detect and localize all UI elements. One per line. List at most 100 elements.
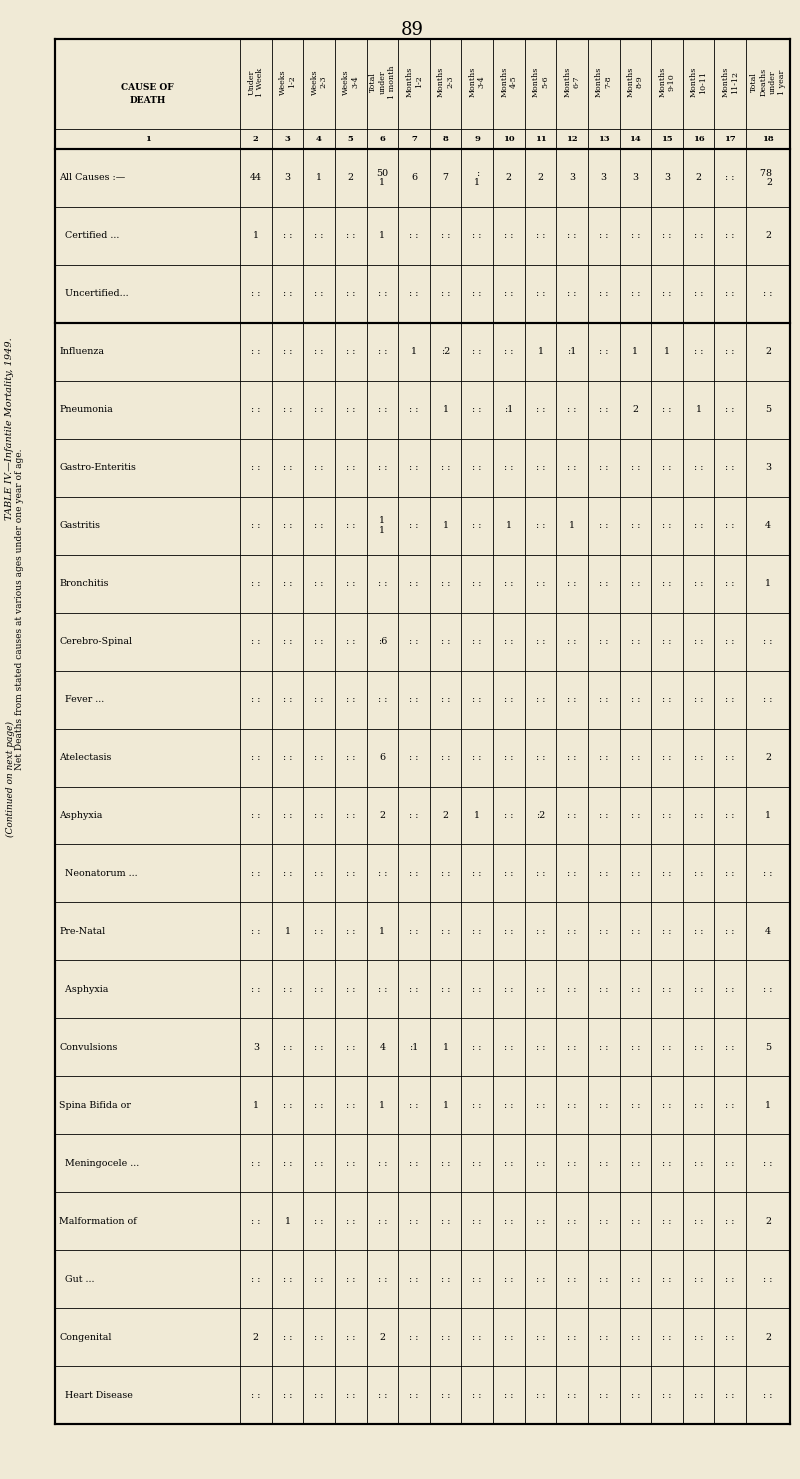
Text: 1: 1 — [285, 1217, 290, 1226]
Text: 2: 2 — [253, 1333, 259, 1341]
Text: Gastro-Enteritis: Gastro-Enteritis — [59, 463, 136, 472]
Text: : :: : : — [378, 985, 387, 994]
Text: 1: 1 — [632, 348, 638, 356]
Text: : :: : : — [694, 1390, 703, 1399]
Text: : :: : : — [409, 290, 418, 299]
Text: : :: : : — [694, 580, 703, 589]
Text: : :: : : — [378, 580, 387, 589]
Text: : :: : : — [630, 1275, 640, 1284]
Text: : :: : : — [282, 985, 292, 994]
Text: : :: : : — [662, 1043, 672, 1052]
Text: : :: : : — [763, 870, 773, 879]
Text: : :: : : — [282, 1275, 292, 1284]
Text: Gut ...: Gut ... — [59, 1275, 94, 1284]
Text: : :: : : — [409, 1217, 418, 1226]
Text: : :: : : — [282, 1333, 292, 1341]
Text: : :: : : — [441, 985, 450, 994]
Text: Months
4-5: Months 4-5 — [500, 67, 518, 98]
Text: TABLE IV.—Infantile Mortality, 1949.: TABLE IV.—Infantile Mortality, 1949. — [6, 337, 14, 521]
Text: : :: : : — [251, 1217, 261, 1226]
Text: : :: : : — [409, 1100, 418, 1109]
Text: Neonatorum ...: Neonatorum ... — [59, 870, 138, 879]
Text: 1: 1 — [379, 1100, 386, 1109]
Text: : :: : : — [694, 290, 703, 299]
Text: : :: : : — [504, 1390, 514, 1399]
Text: 4: 4 — [765, 521, 771, 529]
Text: : :: : : — [763, 637, 773, 646]
Text: : :: : : — [314, 1100, 324, 1109]
Text: : :: : : — [599, 405, 609, 414]
Text: : :: : : — [282, 637, 292, 646]
Text: : :: : : — [504, 985, 514, 994]
Text: : :: : : — [251, 1275, 261, 1284]
Text: Asphyxia: Asphyxia — [59, 810, 102, 819]
Text: : :: : : — [346, 1217, 355, 1226]
Text: Pneumonia: Pneumonia — [59, 405, 113, 414]
Text: : :: : : — [409, 463, 418, 472]
Text: : :: : : — [567, 1043, 577, 1052]
Text: 18: 18 — [762, 135, 774, 143]
Text: : :: : : — [473, 753, 482, 762]
Text: : :: : : — [409, 927, 418, 936]
Text: : :: : : — [473, 405, 482, 414]
Text: : :: : : — [599, 1333, 609, 1341]
Text: : :: : : — [346, 1390, 355, 1399]
Text: : :: : : — [694, 1217, 703, 1226]
Text: : :: : : — [726, 1333, 735, 1341]
Text: : :: : : — [726, 405, 735, 414]
Text: : :: : : — [346, 463, 355, 472]
Text: Under
1 Week: Under 1 Week — [247, 68, 265, 96]
Text: 6: 6 — [379, 753, 386, 762]
Text: Bronchitis: Bronchitis — [59, 580, 109, 589]
Text: 1: 1 — [442, 1043, 449, 1052]
Text: : :: : : — [473, 1275, 482, 1284]
Text: : :: : : — [694, 870, 703, 879]
Text: 1: 1 — [569, 521, 575, 529]
Text: : :: : : — [441, 1158, 450, 1168]
Text: 4: 4 — [316, 135, 322, 143]
Text: : :: : : — [409, 521, 418, 529]
Text: : :: : : — [630, 637, 640, 646]
Text: : :: : : — [763, 985, 773, 994]
Text: Total
Deaths
under
1 year: Total Deaths under 1 year — [750, 68, 786, 96]
Text: : :: : : — [346, 753, 355, 762]
Text: : :: : : — [346, 405, 355, 414]
Text: : :: : : — [314, 695, 324, 704]
Text: : :: : : — [536, 1158, 545, 1168]
Text: : :: : : — [630, 927, 640, 936]
Text: : :: : : — [314, 405, 324, 414]
Text: : :: : : — [504, 637, 514, 646]
Text: 5: 5 — [348, 135, 354, 143]
Text: : :: : : — [314, 348, 324, 356]
Text: 2: 2 — [348, 173, 354, 182]
Text: : :: : : — [726, 695, 735, 704]
Text: 3: 3 — [253, 1043, 259, 1052]
Text: : :: : : — [630, 1043, 640, 1052]
Text: 2: 2 — [765, 1333, 771, 1341]
Text: Net Deaths from stated causes at various ages under one year of age.: Net Deaths from stated causes at various… — [15, 448, 25, 769]
Text: Pre-Natal: Pre-Natal — [59, 927, 106, 936]
Text: Months
8-9: Months 8-9 — [626, 67, 644, 98]
Text: : :: : : — [251, 463, 261, 472]
Text: Malformation of: Malformation of — [59, 1217, 137, 1226]
Text: : :: : : — [251, 405, 261, 414]
Text: : :: : : — [536, 463, 545, 472]
Text: : :: : : — [314, 985, 324, 994]
Text: : :: : : — [567, 463, 577, 472]
Text: : :: : : — [282, 753, 292, 762]
Text: : :: : : — [630, 870, 640, 879]
Text: Total
under
1 month: Total under 1 month — [369, 65, 395, 99]
Text: : :: : : — [567, 985, 577, 994]
Text: : :: : : — [599, 1275, 609, 1284]
Text: : :: : : — [694, 637, 703, 646]
Text: 1: 1 — [695, 405, 702, 414]
Text: : :: : : — [409, 1333, 418, 1341]
Text: : :: : : — [441, 870, 450, 879]
Text: : :: : : — [409, 231, 418, 241]
Text: : :: : : — [694, 753, 703, 762]
Text: : :: : : — [726, 985, 735, 994]
Text: : :: : : — [726, 348, 735, 356]
Text: : :: : : — [282, 405, 292, 414]
Text: : :: : : — [314, 231, 324, 241]
Text: 3: 3 — [284, 173, 290, 182]
